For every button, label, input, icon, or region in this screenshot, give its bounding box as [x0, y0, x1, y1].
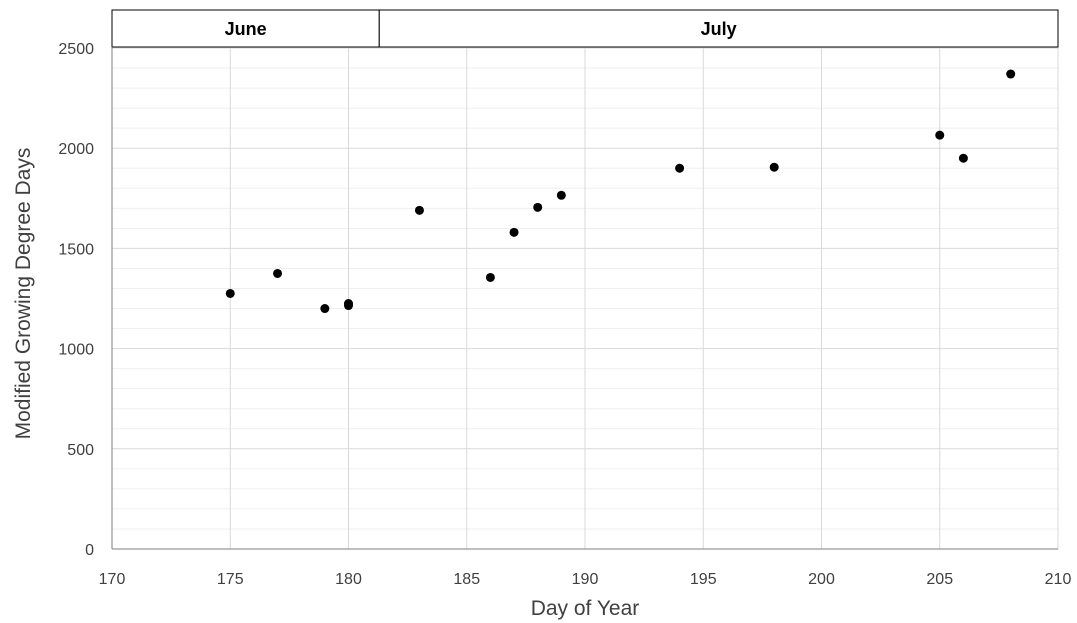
- data-point: [958, 153, 968, 163]
- y-tick-label: 0: [85, 542, 94, 559]
- x-tick-label: 185: [453, 571, 480, 588]
- axes: 170 175 180 185 190 195 200 205 210 0 500 1000 1500 2…: [58, 41, 1071, 588]
- y-tick-label: 2500: [58, 41, 94, 58]
- data-point: [675, 163, 685, 173]
- grid: [112, 47, 1059, 549]
- month-band-label: June: [225, 19, 267, 39]
- x-tick-label: 175: [217, 571, 244, 588]
- data-point: [273, 268, 283, 278]
- month-band: [378, 9, 1059, 48]
- y-tick-label: 500: [67, 442, 94, 459]
- x-tick-label: 210: [1045, 571, 1072, 588]
- data-point: [509, 227, 519, 237]
- x-tick-label: 170: [99, 571, 126, 588]
- data-point: [1006, 69, 1016, 79]
- data-point: [414, 205, 424, 215]
- data-point: [533, 202, 543, 212]
- data-point: [485, 272, 495, 282]
- y-tick-label: 1000: [58, 342, 94, 359]
- x-tick-label: 190: [572, 571, 599, 588]
- data-point: [320, 304, 330, 314]
- data-point: [344, 301, 353, 311]
- month-band: [111, 9, 380, 48]
- month-band-label: July: [701, 19, 737, 39]
- x-tick-label: 200: [808, 571, 835, 588]
- data-point: [225, 288, 235, 298]
- data-points: [225, 69, 1016, 314]
- x-axis-title: Day of Year: [531, 597, 640, 620]
- y-axis-title: Modified Growing Degree Days: [12, 148, 35, 440]
- data-point: [769, 162, 779, 172]
- y-tick-label: 1500: [58, 241, 94, 258]
- month-bands: June July: [111, 9, 1059, 48]
- data-point: [556, 190, 566, 200]
- y-tick-label: 2000: [58, 141, 94, 158]
- data-point: [935, 130, 945, 140]
- x-tick-label: 180: [335, 571, 362, 588]
- x-tick-label: 205: [926, 571, 953, 588]
- x-tick-label: 195: [690, 571, 717, 588]
